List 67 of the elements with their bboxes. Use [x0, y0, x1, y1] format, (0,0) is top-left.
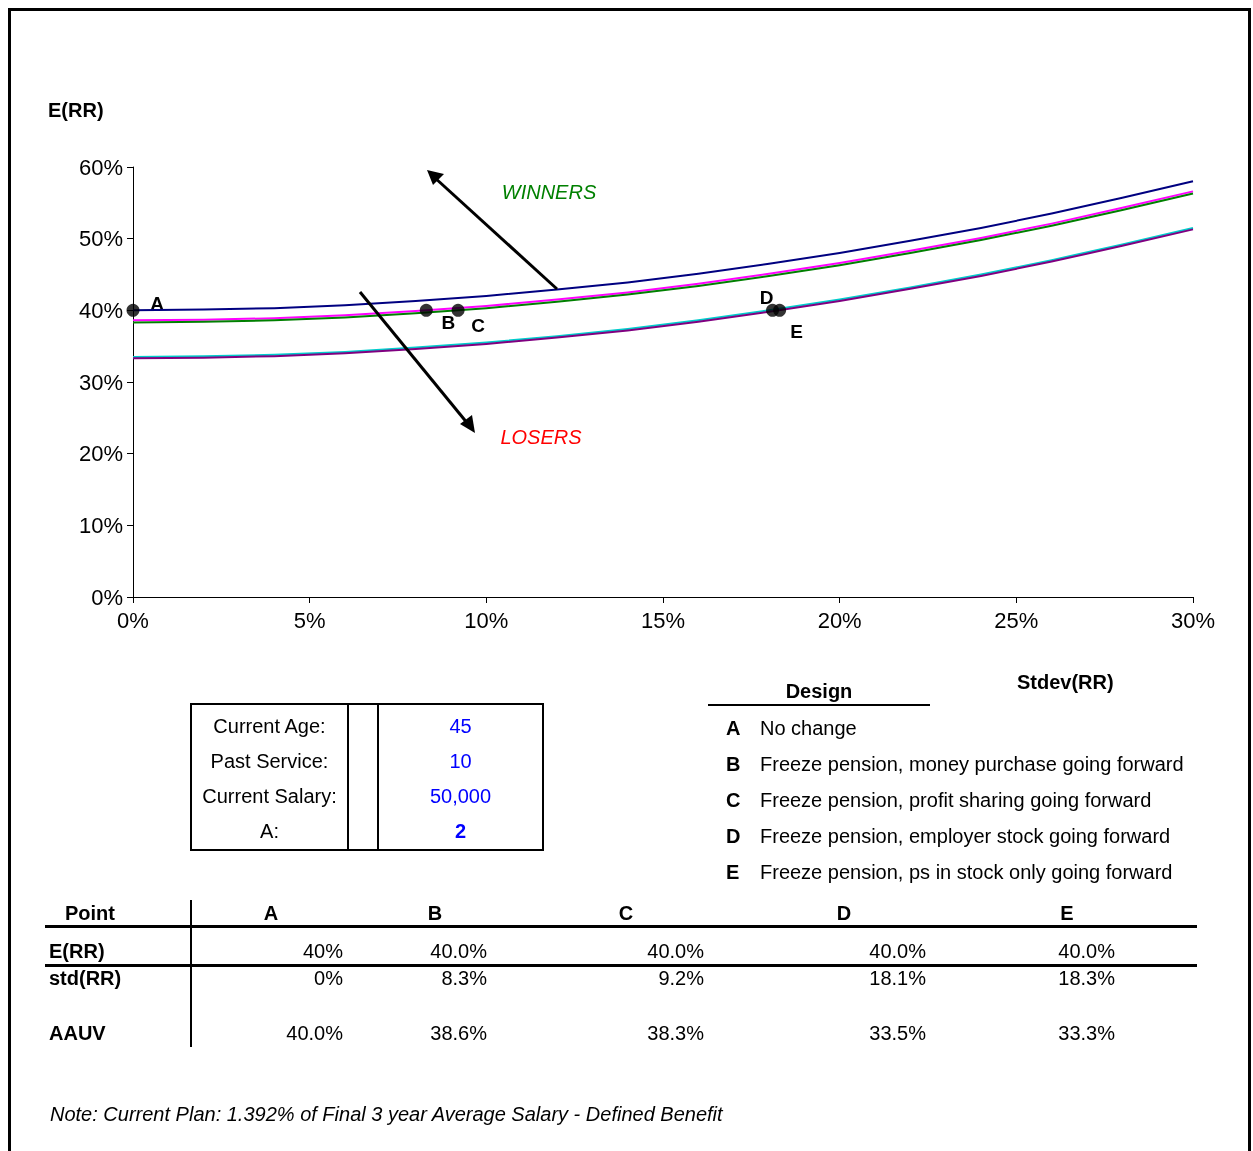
text: 10	[448, 750, 473, 773]
annotation: D	[759, 286, 774, 308]
category-label: D	[726, 825, 741, 848]
data-label: 33.3%	[1057, 1022, 1115, 1045]
y-tick-label: 60%	[78, 154, 123, 180]
annotation: C	[471, 314, 486, 336]
x-tick-label: 10%	[464, 607, 509, 633]
text: Past Service:	[209, 750, 330, 773]
text: AAUV	[49, 1022, 106, 1045]
annotation: WINNERS	[501, 181, 597, 203]
text: Freeze pension, profit sharing going forward	[760, 789, 1152, 812]
category-label: B	[726, 753, 741, 776]
data-label: 38.6%	[429, 1022, 487, 1045]
text: Freeze pension, money purchase going forward	[760, 753, 1184, 776]
text: 50,000	[428, 785, 493, 808]
category-label: A	[726, 717, 741, 740]
text: Point	[65, 902, 115, 925]
data-label: 40.0%	[429, 940, 487, 963]
annotation: B	[441, 311, 456, 333]
text: Note: Current Plan: 1.392% of Final 3 year Average Salary - Defined Benefit	[50, 1103, 723, 1126]
category-label: B	[426, 902, 444, 925]
data-label: 18.3%	[1057, 967, 1115, 990]
y-tick-label: 20%	[78, 441, 123, 467]
data-label: 40.0%	[1057, 940, 1115, 963]
data-label: 8.3%	[440, 967, 487, 990]
text: Current Age:	[212, 715, 327, 738]
category-label: C	[726, 789, 741, 812]
text: No change	[760, 717, 857, 740]
category-label: E	[726, 861, 740, 884]
y-tick-label: 40%	[78, 297, 123, 323]
category-label: E	[1059, 902, 1075, 925]
text: std(RR)	[49, 967, 122, 990]
y-axis-title: E(RR)	[48, 99, 104, 121]
y-tick-label: 50%	[78, 226, 123, 252]
data-label: 40%	[301, 940, 343, 963]
x-tick-label: 0%	[117, 607, 149, 633]
data-label: 38.3%	[646, 1022, 704, 1045]
text: 2	[453, 820, 468, 843]
annotation: E	[790, 320, 803, 342]
data-label: 9.2%	[657, 967, 704, 990]
x-tick-label: 15%	[640, 607, 686, 633]
annotation: A	[150, 292, 165, 314]
x-tick-label: 5%	[293, 607, 326, 633]
annotation: LOSERS	[500, 426, 583, 448]
y-tick-label: 0%	[91, 584, 123, 610]
data-label: 0%	[313, 967, 343, 990]
x-tick-label: 30%	[1170, 607, 1216, 633]
text: 45	[448, 715, 473, 738]
data-label: 33.5%	[868, 1022, 926, 1045]
data-label: 18.1%	[868, 967, 926, 990]
data-label: 40.0%	[868, 940, 926, 963]
text: Design	[708, 680, 930, 706]
category-label: D	[835, 902, 853, 925]
x-axis-title: Stdev(RR)	[1017, 671, 1114, 693]
x-tick-label: 20%	[817, 607, 862, 633]
text: Freeze pension, ps in stock only going forward	[760, 861, 1173, 884]
y-tick-label: 30%	[78, 369, 123, 395]
text: Freeze pension, employer stock going forward	[760, 825, 1171, 848]
data-label: 40.0%	[646, 940, 704, 963]
text: Current Salary:	[201, 785, 338, 808]
text: E(RR)	[49, 940, 105, 963]
y-tick-label: 10%	[78, 512, 123, 538]
text: A:	[259, 820, 280, 843]
x-tick-label: 25%	[994, 607, 1039, 633]
category-label: C	[617, 902, 635, 925]
category-label: A	[262, 902, 280, 925]
data-label: 40.0%	[285, 1022, 343, 1045]
